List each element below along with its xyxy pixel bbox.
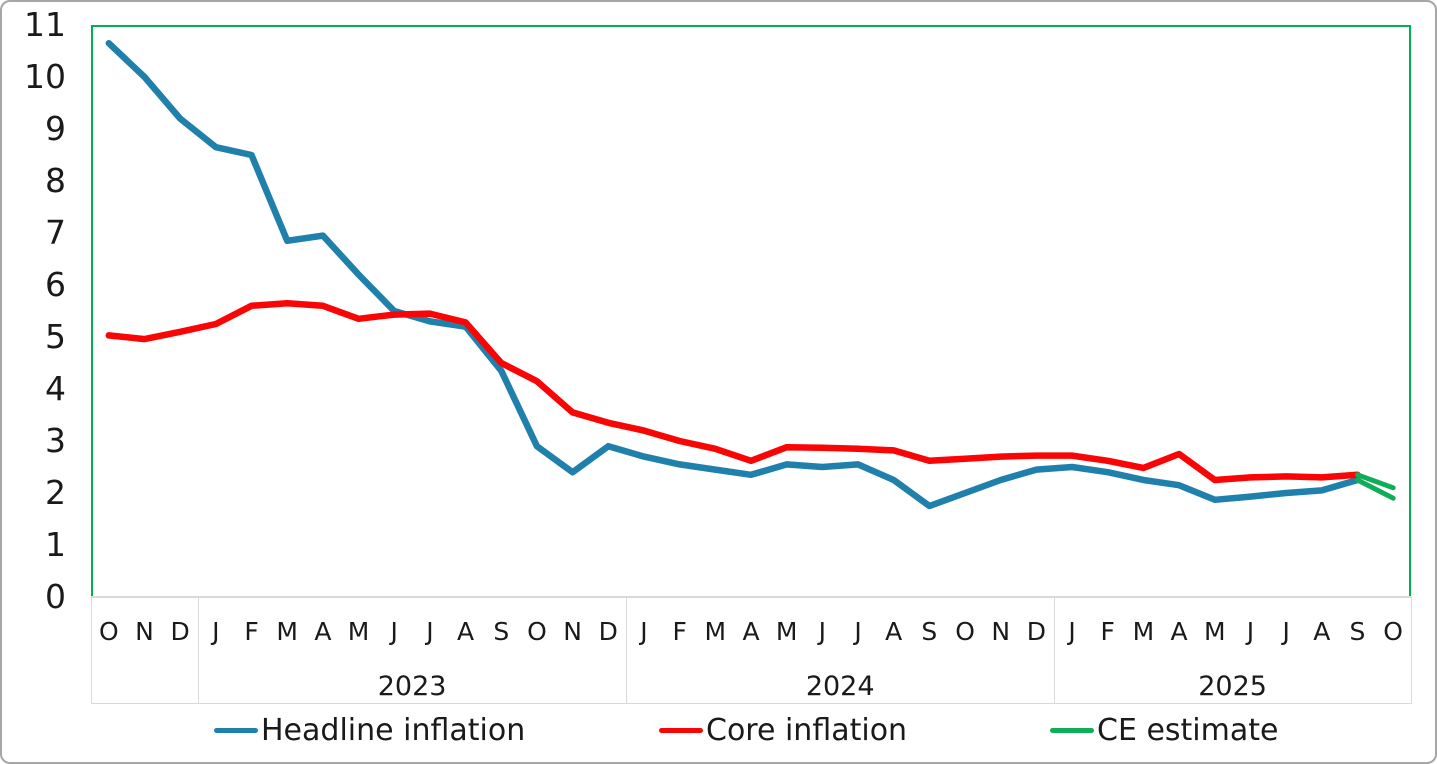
- x-axis-year-divider: [90, 597, 92, 704]
- x-axis-year-divider: [1053, 597, 1055, 704]
- x-axis-year-label: 2024: [805, 671, 875, 702]
- x-axis-month-label: A: [885, 617, 903, 646]
- x-axis-month-label: S: [1349, 617, 1366, 646]
- x-axis-month-label: A: [1313, 617, 1331, 646]
- x-axis-month-label: J: [1068, 617, 1076, 646]
- y-axis-label: 11: [24, 5, 66, 44]
- x-axis-month-label: S: [493, 617, 510, 646]
- x-axis-month-label: J: [1282, 617, 1290, 646]
- x-axis-month-label: M: [704, 617, 727, 646]
- core-inflation-line: [105, 299, 1361, 484]
- y-axis-label: 4: [45, 369, 66, 408]
- x-axis-month-label: O: [527, 617, 547, 646]
- x-axis-table-bottom-line: [91, 703, 1411, 704]
- x-axis-month-label: M: [1132, 617, 1155, 646]
- x-axis-year-divider: [197, 597, 199, 704]
- x-axis-month-label: J: [390, 617, 398, 646]
- x-axis-month-label: O: [98, 617, 119, 646]
- x-axis-month-label: F: [244, 617, 259, 646]
- x-axis-month-label: J: [1246, 617, 1255, 646]
- x-axis-line: [91, 596, 1411, 598]
- x-axis-month-label: N: [563, 617, 582, 646]
- ce-estimate-line-segment: [1355, 477, 1396, 501]
- chart-series-lines: [105, 39, 1396, 510]
- x-axis-month-label: N: [135, 617, 154, 646]
- legend-label-ce: CE estimate: [1097, 712, 1279, 748]
- x-axis-month-label: J: [426, 617, 434, 646]
- x-axis-month-label: D: [1026, 617, 1047, 646]
- x-axis-year-label: 2025: [1198, 671, 1267, 702]
- x-axis-month-label: S: [921, 617, 938, 646]
- y-axis-label: 5: [45, 317, 66, 356]
- x-axis-month-label: A: [457, 617, 475, 646]
- x-axis-month-label: D: [170, 617, 190, 646]
- x-axis-month-label: F: [1100, 617, 1115, 646]
- legend-item-headline: Headline inflation: [214, 710, 525, 750]
- y-axis-label: 1: [45, 525, 66, 564]
- core-line-swatch: [659, 727, 703, 733]
- y-axis-label: 3: [45, 421, 66, 460]
- legend-label-core: Core inflation: [706, 712, 908, 748]
- x-axis-month-label: J: [818, 617, 827, 646]
- y-axis-label: 2: [45, 473, 66, 512]
- x-axis-month-label: M: [347, 617, 370, 646]
- plot-border-left: [91, 25, 93, 597]
- x-axis-month-label: J: [640, 617, 648, 646]
- legend-label-headline: Headline inflation: [261, 712, 526, 748]
- x-axis-year-divider: [1410, 597, 1412, 704]
- x-axis-month-label: A: [1170, 617, 1188, 646]
- plot-border-right: [1409, 25, 1411, 597]
- x-axis-month-label: J: [212, 617, 220, 646]
- x-axis-month-label: A: [742, 617, 760, 646]
- ce-estimate-line-segment: [1355, 472, 1396, 491]
- headline-inflation-line: [105, 39, 1361, 510]
- plot-border-top: [91, 25, 1411, 27]
- x-axis-month-label: O: [955, 617, 975, 646]
- x-axis-year-label: 2023: [377, 671, 447, 702]
- y-axis-label: 8: [45, 161, 66, 200]
- x-axis-month-label: F: [672, 617, 687, 646]
- x-axis-month-label: M: [276, 617, 298, 646]
- y-axis-label: 6: [45, 265, 66, 304]
- x-axis-month-label: D: [598, 617, 618, 646]
- ce-line-swatch: [1050, 727, 1094, 733]
- x-axis-month-label: A: [314, 617, 332, 646]
- legend-item-ce: CE estimate: [1050, 710, 1278, 750]
- legend-item-core: Core inflation: [659, 710, 907, 750]
- x-axis-month-label: O: [1383, 617, 1403, 646]
- x-axis-month-label: J: [854, 617, 862, 646]
- x-axis-year-divider: [625, 597, 627, 704]
- y-axis-label: 7: [45, 213, 66, 252]
- x-axis-month-label: M: [775, 617, 798, 646]
- y-axis-label: 0: [45, 577, 66, 616]
- x-axis-month-label: N: [991, 617, 1011, 646]
- y-axis-label: 10: [24, 57, 66, 96]
- x-axis-month-label: M: [1203, 617, 1226, 646]
- y-axis-label: 9: [45, 109, 66, 148]
- headline-line-swatch: [214, 727, 258, 733]
